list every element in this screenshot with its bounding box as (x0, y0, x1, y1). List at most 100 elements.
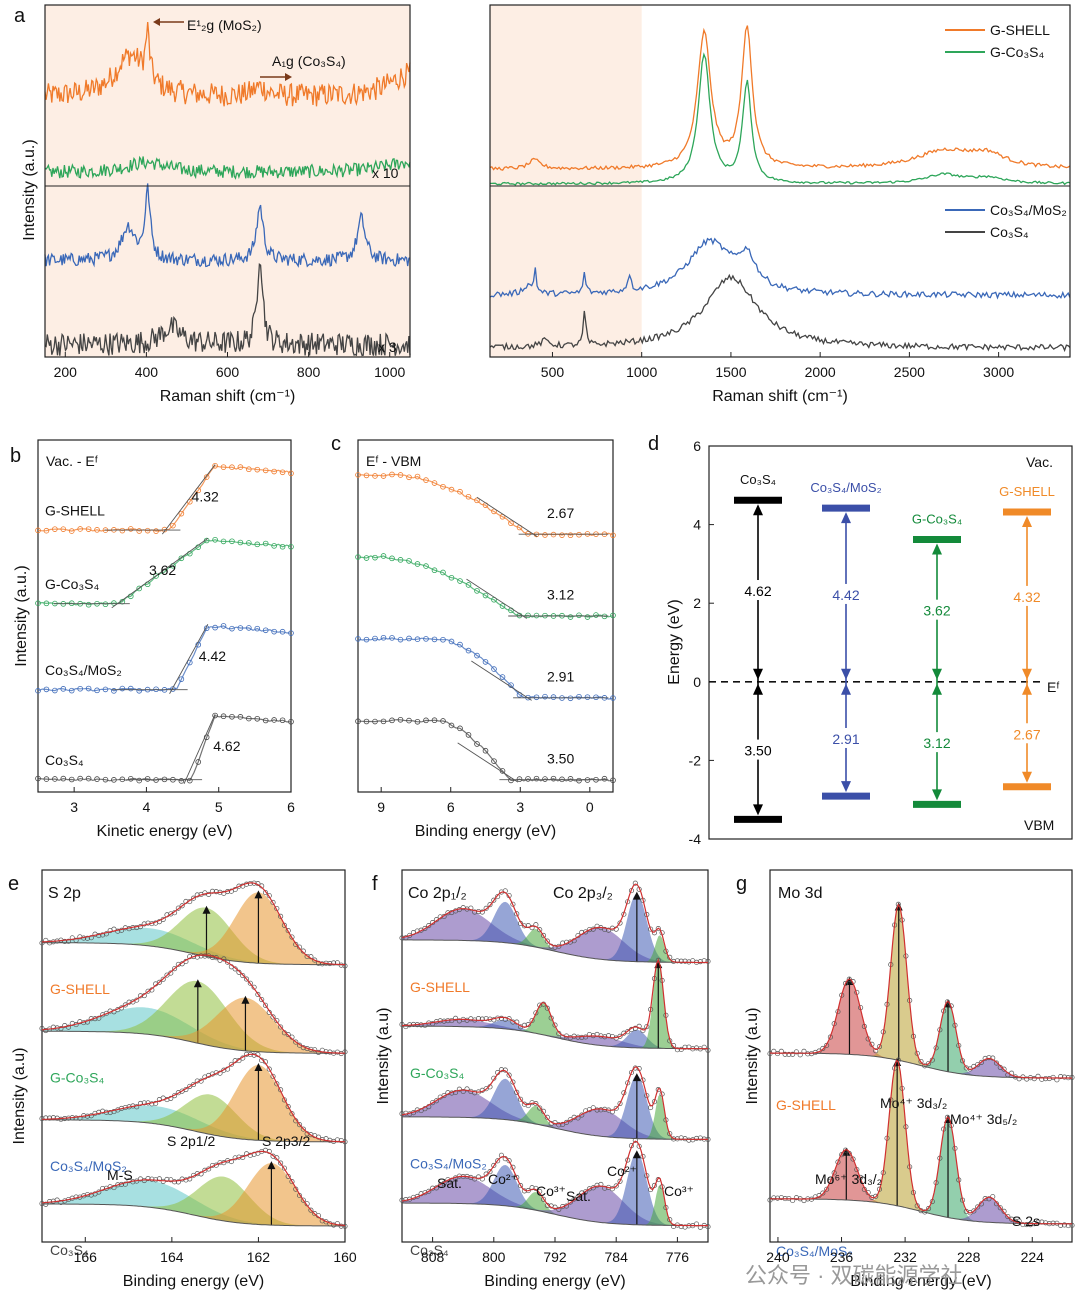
panel-f-data-point (518, 1096, 524, 1102)
panel-c-point (491, 758, 497, 764)
panel-c-point (491, 508, 497, 515)
panel-f-data-point (628, 1069, 635, 1076)
panel-b-fit-line (111, 537, 209, 609)
panel-e-tick-label: 166 (74, 1249, 98, 1265)
panel-e-data-point (289, 1111, 295, 1117)
panel-d-arrow-head (841, 683, 851, 695)
panel-b-point (229, 464, 235, 470)
panel-c-point (576, 777, 582, 784)
panel-g-sample-label: Co₃S₄/MoS₂ (776, 1243, 853, 1259)
panel-c-value-label: 2.67 (547, 505, 574, 521)
panel-b-point (229, 713, 235, 720)
panel-c-point (372, 473, 378, 479)
panel-f-data-point (449, 1018, 455, 1024)
panel-f-data-point (426, 922, 432, 929)
panel-f-data-point (586, 1186, 592, 1192)
panel-e-data-point (296, 1122, 303, 1128)
panel-d-arrow-head (753, 504, 763, 516)
panel-a-left-tick-label: 200 (54, 364, 78, 380)
panel-b-point (60, 686, 67, 692)
panel-c-point (465, 493, 472, 500)
panel-e-data-point (206, 891, 212, 897)
panel-c-tick-label: 9 (377, 799, 385, 815)
panel-g-data-point (925, 1205, 932, 1212)
panel-g-data-point (1035, 1073, 1041, 1079)
panel-g-tick-label: 224 (1021, 1249, 1045, 1265)
panel-b-point (136, 688, 143, 694)
panel-e-data-point (156, 1176, 162, 1182)
panel-f-fit-peak (402, 1090, 708, 1140)
panel-f-data-point (426, 1188, 432, 1194)
panel-d-arrow-head (932, 683, 942, 695)
raman-series-a_right-0 (489, 25, 1071, 171)
panel-b-point (279, 717, 286, 724)
panel-e-fit-peak (42, 907, 345, 965)
panel-f-fit-peak (402, 1075, 708, 1140)
e2g-label: E¹₂g (MoS₂) (187, 17, 262, 33)
panel-c-point (576, 612, 582, 619)
panel-a-legend-label: G-SHELL (990, 22, 1050, 38)
panel-b-point (127, 526, 134, 532)
panel-e-data-point (172, 966, 178, 972)
panel-c-xlabel: Binding energy (eV) (415, 823, 556, 840)
panel-a-right-tick-label: 1000 (626, 364, 657, 380)
panel-a-right-shade (490, 5, 642, 357)
panel-b-point (203, 734, 210, 741)
panel-g-data-point (778, 1195, 784, 1201)
panel-f-envelope (401, 1066, 708, 1140)
panel-f-data-point (495, 1158, 501, 1164)
panel-b-point (254, 466, 261, 473)
panel-c-point (601, 775, 608, 782)
panel-f-data-point (483, 1016, 489, 1022)
panel-b-point (246, 625, 252, 631)
panel-f-data-point (632, 1025, 638, 1031)
panel-c-point (423, 717, 429, 724)
a1g-arrow-head (285, 73, 292, 81)
panel-f-data-point (556, 1206, 562, 1212)
raman-series-a_right-3 (489, 273, 1071, 353)
panel-d-vbm-value: 3.50 (744, 743, 771, 759)
panel-c-point (465, 647, 472, 654)
panel-f-data-point (644, 1024, 650, 1030)
panel-g-data-point (793, 1049, 799, 1055)
panel-d-arrow-head (932, 789, 942, 801)
panel-f-data-point (671, 1043, 677, 1049)
panel-e-data-point (58, 1116, 64, 1122)
panel-d-label-bg (919, 599, 955, 620)
panel-b-point (246, 540, 252, 546)
panel-b-point (136, 528, 143, 534)
panel-g-data-point (986, 1055, 992, 1061)
panel-e-data-point (122, 1002, 128, 1008)
panel-c-point (499, 674, 506, 680)
panel-b-point (271, 628, 277, 635)
panel-g-data-point (1069, 1074, 1075, 1080)
panel-b-point (35, 688, 41, 694)
panel-f-data-point (632, 1137, 638, 1143)
panel-d-tick-label: -4 (689, 831, 702, 847)
panel-g-data-point (790, 1051, 796, 1057)
panel-e-data-point (342, 963, 348, 969)
panel-e-data-point (274, 1081, 280, 1087)
panel-f-annotation: Co²⁺ (607, 1163, 637, 1179)
panel-b-point (35, 775, 41, 782)
panel-g-background (769, 1052, 1072, 1079)
panel-g-data-point (835, 1159, 841, 1165)
panel-f-data-point (422, 925, 428, 931)
panel-c-point (380, 718, 387, 725)
panel-f-xlabel: Binding energy (eV) (484, 1273, 625, 1290)
panel-e-data-point (62, 938, 68, 944)
panel-g-fit-peak (770, 1053, 1072, 1079)
panel-e-data-point (160, 976, 166, 982)
panel-g-data-point (975, 1204, 981, 1210)
panel-d-tick-label: 6 (693, 438, 701, 454)
panel-e-data-point (240, 972, 246, 979)
panel-b-point (136, 585, 143, 592)
panel-b-point (144, 776, 151, 782)
panel-g-fit-peak (770, 1001, 1072, 1079)
panel-d-arrow-head (841, 512, 851, 524)
panel-e-data-point (190, 1081, 197, 1088)
panel-f-data-point (648, 926, 654, 932)
panel-b-point (271, 468, 277, 475)
panel-e-tick-label: 162 (247, 1249, 271, 1265)
panel-c-point (397, 557, 404, 563)
